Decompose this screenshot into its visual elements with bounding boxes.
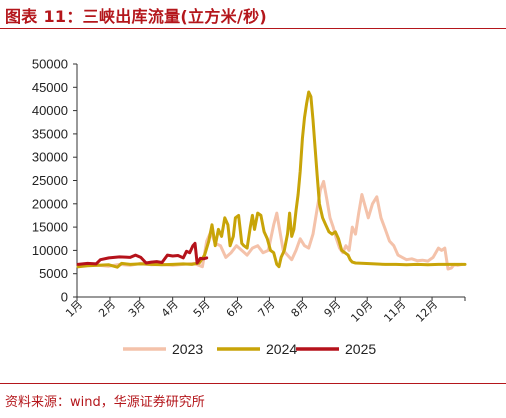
chart-title: 图表 11：三峡出库流量(立方米/秒) (5, 7, 268, 26)
x-tick-label: 9月 (322, 298, 344, 320)
y-tick-label: 50000 (32, 57, 68, 72)
x-tick-label: 4月 (159, 298, 181, 320)
source-note: 资料来源：wind，华源证券研究所 (5, 395, 205, 410)
x-tick-label: 2月 (96, 298, 118, 320)
y-tick-label: 40000 (32, 103, 68, 118)
x-tick-label: 5月 (191, 298, 213, 320)
y-tick-label: 15000 (32, 220, 68, 235)
legend-label-2025: 2025 (345, 341, 376, 357)
x-tick-label: 10月 (348, 298, 375, 325)
x-tick-label: 3月 (126, 298, 148, 320)
y-tick-label: 45000 (32, 80, 68, 95)
y-tick-label: 20000 (32, 196, 68, 211)
x-tick-label: 11月 (381, 298, 408, 325)
x-tick-label: 12月 (413, 298, 440, 325)
legend-label-2024: 2024 (266, 341, 297, 357)
y-tick-label: 35000 (32, 126, 68, 141)
x-tick-label: 8月 (289, 298, 311, 320)
x-tick-label: 7月 (256, 298, 278, 320)
series-line-2025 (76, 241, 209, 266)
series-line-2024 (76, 90, 467, 269)
y-tick-label: 25000 (32, 173, 68, 188)
legend-label-2023: 2023 (172, 341, 203, 357)
y-tick-label: 0 (61, 290, 68, 305)
footer-divider (0, 383, 506, 384)
x-tick-label: 6月 (224, 298, 246, 320)
y-tick-label: 5000 (39, 266, 68, 281)
y-tick-label: 30000 (32, 150, 68, 165)
y-tick-label: 10000 (32, 243, 68, 258)
title-divider (0, 28, 506, 29)
